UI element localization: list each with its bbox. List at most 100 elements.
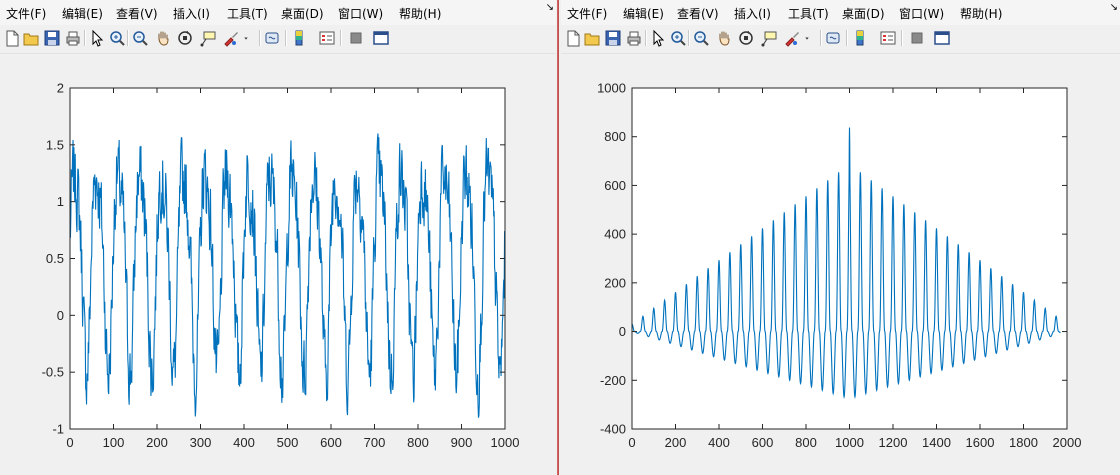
zoom-out-icon[interactable] — [692, 29, 710, 47]
y-tick-label: -1 — [52, 422, 64, 437]
x-tick-label: 100 — [103, 435, 125, 450]
x-tick-label: 300 — [190, 435, 212, 450]
insert-colorbar-icon[interactable] — [851, 29, 869, 47]
select-pointer-icon[interactable] — [649, 29, 667, 47]
zoom-out-icon[interactable] — [131, 29, 149, 47]
x-tick-label: 2000 — [1053, 435, 1082, 450]
open-file-icon[interactable] — [583, 29, 601, 47]
rotate-3d-icon[interactable] — [737, 29, 755, 47]
y-tick-label: -400 — [600, 422, 626, 437]
show-plot-tools-icon[interactable] — [933, 29, 951, 47]
link-plot-icon[interactable] — [263, 29, 281, 47]
x-tick-label: 800 — [795, 435, 817, 450]
toolbar-separator — [688, 30, 690, 46]
menu-view[interactable]: 查看(V) — [116, 7, 158, 21]
toolbar-separator — [846, 30, 848, 46]
figure-toolbar — [0, 25, 556, 54]
menu-edit[interactable]: 编辑(E) — [62, 7, 103, 21]
y-tick-label: 1000 — [597, 81, 626, 96]
new-figure-icon[interactable] — [3, 29, 21, 47]
menu-insert[interactable]: 插入(I) — [173, 7, 210, 21]
menu-insert[interactable]: 插入(I) — [734, 7, 771, 21]
y-tick-label: 0 — [619, 324, 626, 339]
y-tick-label: 800 — [604, 129, 626, 144]
new-figure-icon[interactable] — [564, 29, 582, 47]
menu-file[interactable]: 文件(F) — [567, 7, 608, 21]
x-tick-label: 200 — [665, 435, 687, 450]
pan-hand-icon[interactable] — [715, 29, 733, 47]
insert-legend-icon[interactable] — [879, 29, 897, 47]
y-tick-label: 600 — [604, 178, 626, 193]
x-tick-label: 400 — [708, 435, 730, 450]
show-plot-tools-icon[interactable] — [372, 29, 390, 47]
zoom-in-icon[interactable] — [108, 29, 126, 47]
menu-bar: 文件(F) 编辑(E) 查看(V) 插入(I) 工具(T) 桌面(D) 窗口(W… — [0, 0, 556, 25]
menu-tools[interactable]: 工具(T) — [227, 7, 268, 21]
x-tick-label: 900 — [451, 435, 473, 450]
toolbar-separator — [901, 30, 903, 46]
x-tick-label: 700 — [364, 435, 386, 450]
toolbar-separator — [340, 30, 342, 46]
y-tick-label: 1.5 — [46, 137, 64, 152]
y-tick-label: -0.5 — [42, 365, 64, 380]
y-tick-label: 0.5 — [46, 251, 64, 266]
x-tick-label: 500 — [277, 435, 299, 450]
brush-icon[interactable] — [222, 29, 240, 47]
dock-arrow-icon[interactable]: ↘ — [545, 2, 554, 13]
rotate-3d-icon[interactable] — [176, 29, 194, 47]
x-tick-label: 600 — [320, 435, 342, 450]
save-icon[interactable] — [43, 29, 61, 47]
plot-right[interactable]: 0 200 400 600 800 1000 1200 1400 1600 1800 2000 -40… — [561, 62, 1120, 457]
x-tick-label: 1000 — [491, 435, 520, 450]
data-cursor-icon[interactable] — [760, 29, 778, 47]
x-tick-label: 0 — [628, 435, 635, 450]
menu-window[interactable]: 窗口(W) — [899, 7, 945, 21]
data-cursor-icon[interactable] — [199, 29, 217, 47]
x-tick-label: 1800 — [1009, 435, 1038, 450]
open-file-icon[interactable] — [22, 29, 40, 47]
brush-icon[interactable] — [783, 29, 801, 47]
select-pointer-icon[interactable] — [88, 29, 106, 47]
insert-legend-icon[interactable] — [318, 29, 336, 47]
menu-help[interactable]: 帮助(H) — [960, 7, 1003, 21]
menu-view[interactable]: 查看(V) — [677, 7, 719, 21]
link-plot-icon[interactable] — [824, 29, 842, 47]
series-line — [69, 133, 506, 418]
menu-desktop[interactable]: 桌面(D) — [281, 7, 324, 21]
toolbar-separator — [645, 30, 647, 46]
menu-window[interactable]: 窗口(W) — [338, 7, 384, 21]
menu-file[interactable]: 文件(F) — [6, 7, 47, 21]
x-tick-label: 1000 — [835, 435, 864, 450]
y-tick-label: 400 — [604, 227, 626, 242]
toolbar-separator — [285, 30, 287, 46]
menu-help[interactable]: 帮助(H) — [399, 7, 442, 21]
x-tick-label: 1400 — [922, 435, 951, 450]
menu-desktop[interactable]: 桌面(D) — [842, 7, 885, 21]
y-tick-label: 2 — [57, 81, 64, 96]
dropdown-arrow-icon[interactable] — [802, 29, 812, 47]
print-icon[interactable] — [64, 29, 82, 47]
toolbar-separator — [84, 30, 86, 46]
x-tick-label: 200 — [146, 435, 168, 450]
save-icon[interactable] — [604, 29, 622, 47]
menu-edit[interactable]: 编辑(E) — [623, 7, 664, 21]
hide-plot-tools-icon[interactable] — [908, 29, 926, 47]
hide-plot-tools-icon[interactable] — [347, 29, 365, 47]
x-tick-label: 1200 — [879, 435, 908, 450]
y-tick-label: 1 — [57, 194, 64, 209]
toolbar-separator — [127, 30, 129, 46]
pan-hand-icon[interactable] — [154, 29, 172, 47]
print-icon[interactable] — [625, 29, 643, 47]
zoom-in-icon[interactable] — [669, 29, 687, 47]
insert-colorbar-icon[interactable] — [290, 29, 308, 47]
plot-left[interactable]: 0 100 200 300 400 500 600 700 800 900 1000 -1 -0.5 0 0… — [0, 62, 556, 457]
x-tick-label: 1600 — [966, 435, 995, 450]
dock-arrow-icon[interactable]: ↘ — [1109, 2, 1118, 13]
x-tick-label: 400 — [233, 435, 255, 450]
x-tick-label: 600 — [752, 435, 774, 450]
figure-toolbar — [561, 25, 1120, 54]
menu-tools[interactable]: 工具(T) — [788, 7, 829, 21]
x-tick-label: 0 — [66, 435, 73, 450]
dropdown-arrow-icon[interactable] — [241, 29, 251, 47]
y-tick-label: 0 — [57, 308, 64, 323]
